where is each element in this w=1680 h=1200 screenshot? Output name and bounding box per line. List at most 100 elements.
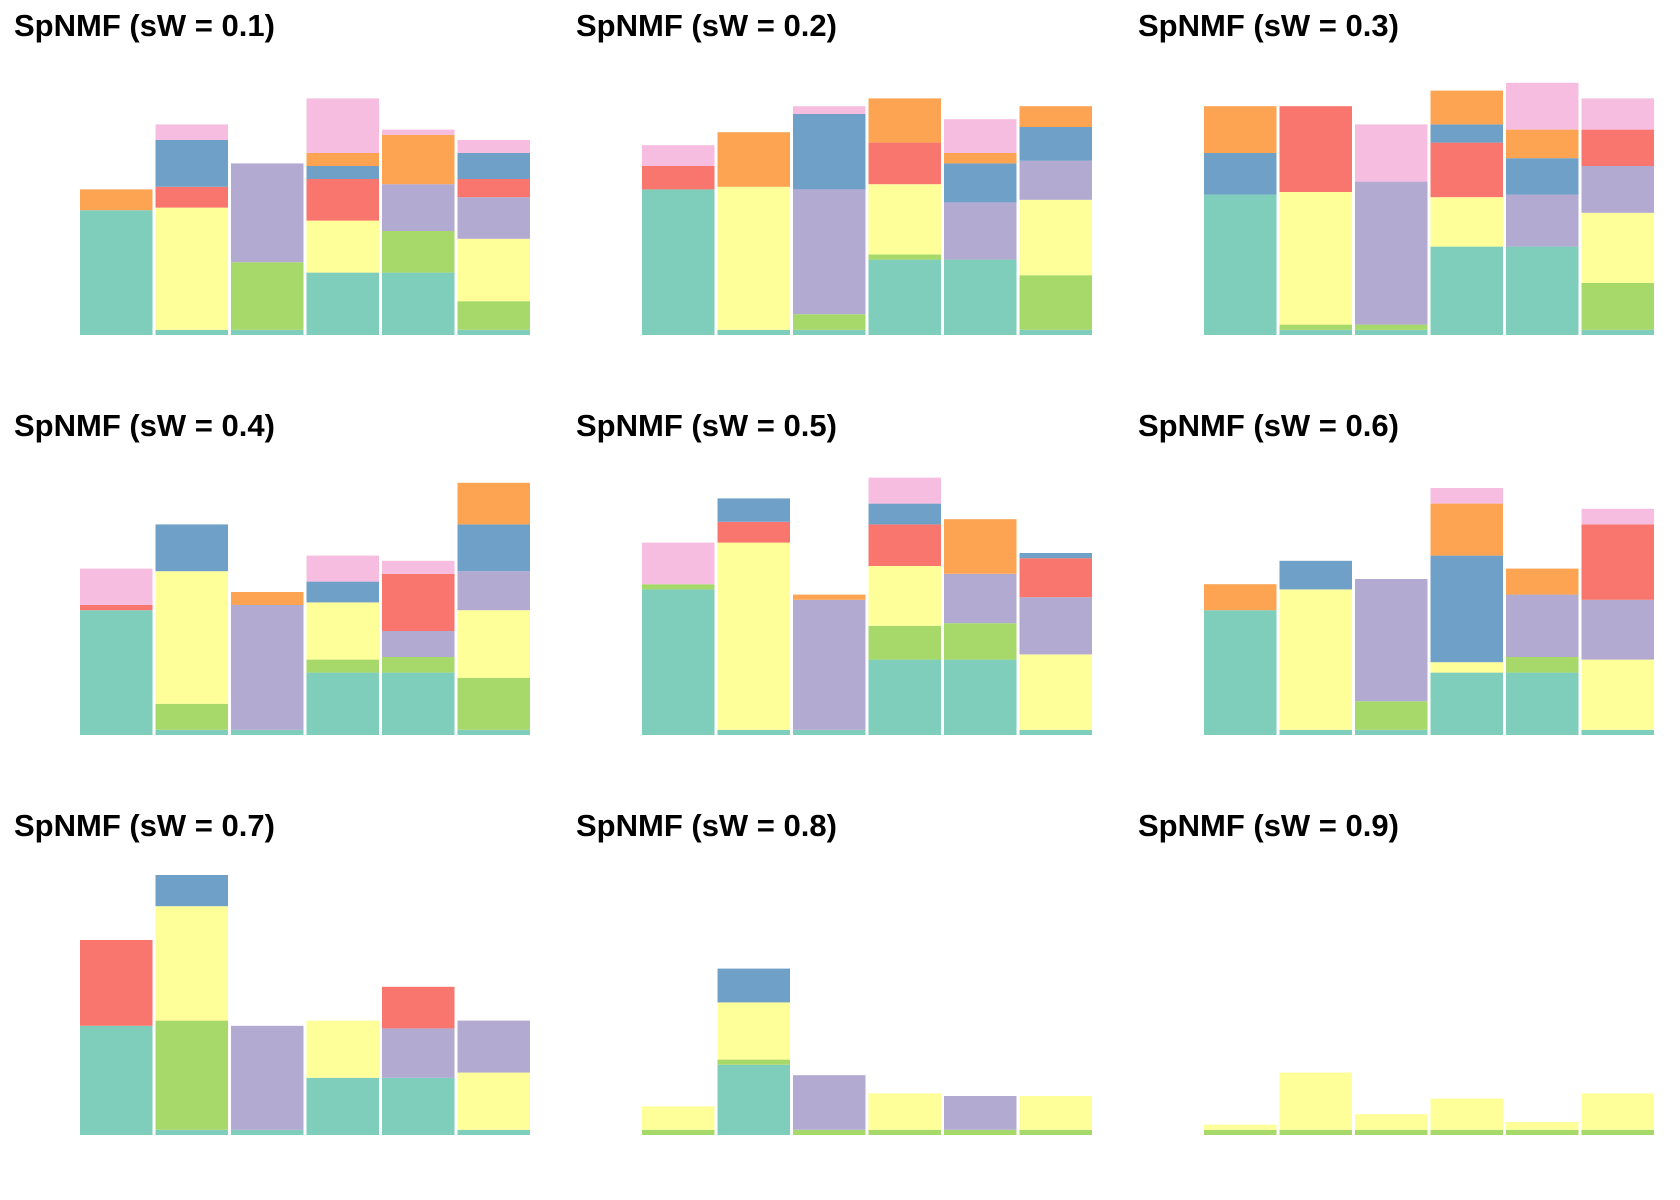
bar-segment-red [382,573,455,631]
bar-segment-lavender [944,1096,1017,1130]
bar-segment-yellow [1019,654,1092,730]
bar-segment-red [642,166,715,190]
stacked-bar-plot [80,875,530,1135]
bar-segment-lavender [231,605,304,730]
stacked-bar-plot [642,98,1092,335]
bar-segment-orange [457,482,530,525]
bar-segment-lavender [793,189,866,315]
bar-segment-teal [642,189,715,335]
bar-segment-yellow [457,238,530,302]
bar-segment-red [457,179,530,198]
bar-segment-teal [80,610,153,735]
bar-segment-green [1581,283,1654,330]
bar-segment-green [868,254,941,260]
chart-panel-sw-0-6: SpNMF (sW = 0.6) [1124,400,1680,800]
bar-segment-pink [155,124,228,140]
bar-segment-yellow [1430,662,1503,673]
bar-segment-teal [80,1025,153,1135]
bar-segment-orange [1204,584,1277,611]
bar-segment-lavender [1355,181,1428,325]
bar-segment-pink [457,140,530,153]
stacked-bar-plot [80,98,530,335]
bar-segment-green [868,625,941,660]
bar-segment-green [1581,1129,1654,1135]
bar-segment-green [1506,657,1579,673]
bar-segment-pink [793,106,866,114]
bar-segment-green [231,262,304,330]
bar-segment-lavender [1581,599,1654,660]
bar-segment-teal [231,329,304,335]
stacked-bar-plot [80,482,530,735]
bar-segment-green [1355,324,1428,330]
chart-title: SpNMF (sW = 0.4) [14,408,275,443]
chart-title: SpNMF (sW = 0.1) [14,8,275,43]
bar-segment-teal [382,272,455,335]
bar-segment-green [717,1059,790,1065]
bar-segment-green [1279,1129,1352,1135]
bar-segment-blue [944,163,1017,203]
bar-segment-teal [1019,329,1092,335]
bar-segment-pink [1581,508,1654,525]
chart-panel-sw-0-7: SpNMF (sW = 0.7) [0,800,560,1200]
bar-segment-teal [457,1129,530,1135]
bar-segment-blue [155,524,228,572]
bar-segment-green [457,677,530,730]
bar-segment-blue [306,581,379,603]
bar-segment-red [868,142,941,185]
bar-segment-red [1019,558,1092,598]
bar-segment-yellow [306,1020,379,1078]
bar-segment-teal [868,259,941,335]
bar-segment-green [642,584,715,590]
bar-segment-blue [155,140,228,187]
bar-segment-teal [1279,729,1352,735]
chart-panel-sw-0-3: SpNMF (sW = 0.3) [1124,0,1680,400]
bar-segment-teal [382,1077,455,1135]
bar-segment-lavender [1355,579,1428,702]
bar-segment-yellow [1279,589,1352,730]
bar-segment-teal [1506,672,1579,735]
chart-panel-sw-0-4: SpNMF (sW = 0.4) [0,400,560,800]
bar-segment-red [80,605,153,611]
bar-segment-blue [1430,124,1503,143]
bar-segment-pink [80,568,153,605]
bar-segment-pink [382,560,455,574]
stacked-bar-plot [642,968,1092,1135]
bar-segment-yellow [1506,1122,1579,1130]
bar-segment-teal [1355,729,1428,735]
bar-segment-blue [1430,555,1503,663]
bar-segment-yellow [1581,212,1654,283]
bar-segment-yellow [155,571,228,704]
bar-segment-blue [793,114,866,190]
bar-segment-lavender [382,1028,455,1078]
bar-segment-teal [793,729,866,735]
bar-segment-teal [868,659,941,735]
bar-segment-teal [793,329,866,335]
bar-segment-green [944,623,1017,660]
bar-segment-blue [457,524,530,572]
bar-segment-green [793,314,866,330]
bar-segment-yellow [1581,659,1654,730]
bar-segment-teal [1430,672,1503,735]
bar-segment-teal [306,272,379,335]
chart-title: SpNMF (sW = 0.2) [576,8,837,43]
bar-segment-pink [1506,82,1579,130]
stacked-bar-plot [1204,1072,1654,1135]
bar-segment-teal [155,1129,228,1135]
bar-segment-teal [1355,329,1428,335]
bar-segment-orange [382,134,455,185]
bar-segment-green [1506,1129,1579,1135]
bar-segment-teal [1581,729,1654,735]
stacked-bar-plot [1204,488,1654,735]
bar-segment-red [1581,524,1654,600]
bar-segment-lavender [793,599,866,730]
bar-segment-red [382,986,455,1029]
bar-segment-green [155,1020,228,1130]
bar-segment-teal [944,659,1017,735]
bar-segment-pink [306,98,379,153]
bar-segment-yellow [1204,1124,1277,1130]
bar-segment-teal [1019,729,1092,735]
bar-segment-red [717,521,790,543]
bar-segment-blue [1204,153,1277,195]
bar-segment-teal [231,1129,304,1135]
bar-segment-lavender [1019,597,1092,655]
